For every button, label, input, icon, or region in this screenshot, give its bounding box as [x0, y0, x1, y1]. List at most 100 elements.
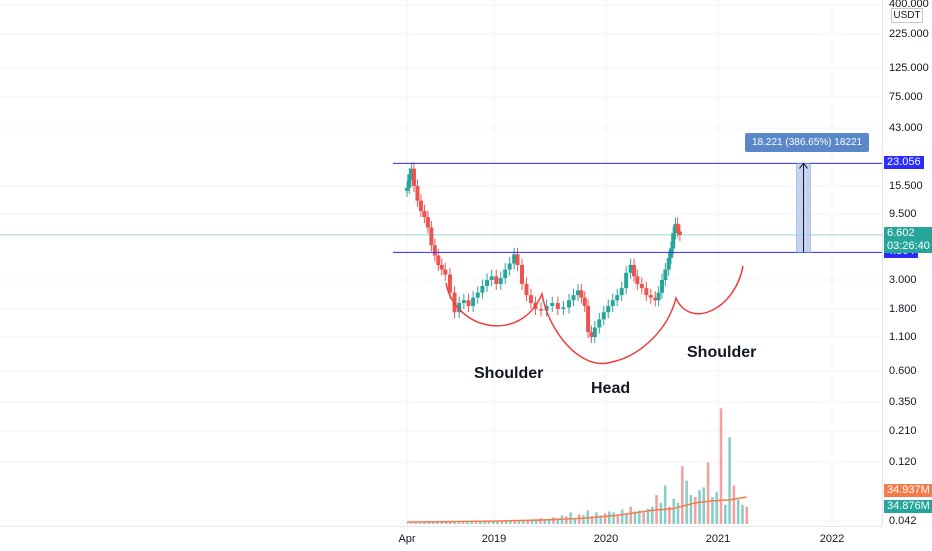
candle-body: [508, 264, 512, 270]
price-tick-label: 75.000: [889, 91, 923, 104]
volume-bar: [604, 513, 607, 524]
volume-bar: [612, 512, 615, 524]
volume-bar: [629, 507, 632, 524]
candle-body: [586, 306, 590, 332]
volume-bar: [565, 516, 568, 524]
candle-body: [644, 288, 648, 295]
candle-body: [556, 303, 560, 309]
candle-body: [667, 258, 671, 269]
volume-bar: [741, 505, 744, 524]
volume-bar: [410, 523, 413, 524]
volume-bar: [728, 437, 731, 524]
candle-body: [529, 295, 533, 303]
candle-body: [579, 290, 583, 297]
candle-body: [572, 295, 576, 300]
volume-bar: [720, 408, 723, 524]
candle-body: [440, 265, 444, 270]
volume-bar: [733, 485, 736, 524]
volume-bar: [660, 503, 663, 524]
candle-body: [649, 295, 653, 298]
volume-bar: [419, 523, 422, 524]
candle-body: [422, 211, 426, 217]
candle-body: [524, 284, 528, 295]
volume-value-badge: 34.937M: [884, 484, 932, 497]
horizontal-levels: [0, 163, 882, 252]
price-tick-label: 15.500: [889, 180, 923, 193]
candle-body: [471, 298, 475, 306]
candle-body: [660, 280, 664, 293]
candle-body: [602, 312, 606, 319]
volume-bar: [608, 511, 611, 524]
volume-bar: [690, 495, 693, 524]
candle-body: [620, 288, 624, 295]
candle-body: [494, 276, 498, 284]
candle-body: [407, 174, 411, 187]
candle-body: [443, 270, 447, 275]
candle-body: [520, 265, 524, 284]
volume-bar: [694, 497, 697, 524]
candle-body: [593, 328, 597, 337]
candle-body: [671, 233, 675, 248]
price-tick-label: 9.500: [889, 208, 917, 221]
price-tick-label: 1.800: [889, 303, 917, 316]
candle-body: [412, 169, 416, 186]
candle-body: [516, 254, 520, 265]
volume-bar: [703, 487, 706, 524]
candle-body: [433, 245, 437, 255]
candle-body: [597, 319, 601, 327]
last-price-value: 6.602: [887, 227, 930, 240]
volume-value-badge: 34.876M: [884, 500, 932, 513]
level-price-badge: 23.056: [884, 156, 924, 169]
price-tick-label: 225.000: [889, 28, 929, 41]
volume-bar: [685, 481, 688, 524]
volume-bar: [715, 492, 718, 524]
candle-body: [624, 273, 628, 288]
candle-body: [583, 298, 587, 306]
candle-body: [480, 286, 484, 293]
price-chart[interactable]: [0, 0, 882, 526]
candle-body: [503, 270, 507, 279]
candle-body: [436, 256, 440, 265]
price-tick-label: 0.350: [889, 396, 917, 409]
candle-body: [640, 284, 644, 288]
candle-body: [632, 265, 636, 276]
chart-area[interactable]: [0, 0, 882, 526]
volume-bar: [621, 510, 624, 524]
volume-bar: [724, 505, 727, 524]
price-tick-label: 1.100: [889, 331, 917, 344]
candle-body: [567, 300, 571, 307]
time-tick-label: 2021: [706, 533, 730, 545]
volume-bar: [642, 512, 645, 524]
candle-body: [476, 293, 480, 298]
candle-body: [550, 303, 554, 306]
volume-bar: [698, 490, 701, 524]
currency-label[interactable]: USDT: [891, 8, 923, 23]
time-tick-label: 2020: [594, 533, 618, 545]
candle-body: [466, 300, 470, 306]
volume-bar: [423, 523, 426, 524]
volume-bar: [582, 515, 585, 524]
volume-bar: [672, 499, 675, 524]
candle-body: [415, 186, 419, 201]
chart-grid: [0, 0, 882, 526]
candle-body: [485, 280, 489, 286]
price-tick-label: 0.600: [889, 365, 917, 378]
volume-bar: [707, 462, 710, 524]
volume-bar: [539, 518, 542, 524]
volume-bar: [651, 507, 654, 524]
volume-bar: [746, 507, 749, 524]
bar-countdown: 03:26:40: [887, 240, 930, 253]
price-tick-label: 43.000: [889, 122, 923, 135]
price-tick-label: 125.000: [889, 62, 929, 75]
candle-body: [490, 276, 494, 280]
candle-body: [615, 295, 619, 300]
volume-bars: [406, 408, 748, 524]
volume-bar: [552, 517, 555, 524]
price-tick-label: 0.210: [889, 425, 917, 438]
measure-label[interactable]: 18.221 (386.65%) 18221: [745, 133, 869, 152]
time-tick-label: Apr: [398, 533, 415, 545]
annotation-head: Head: [591, 380, 630, 398]
candle-body: [429, 228, 433, 246]
